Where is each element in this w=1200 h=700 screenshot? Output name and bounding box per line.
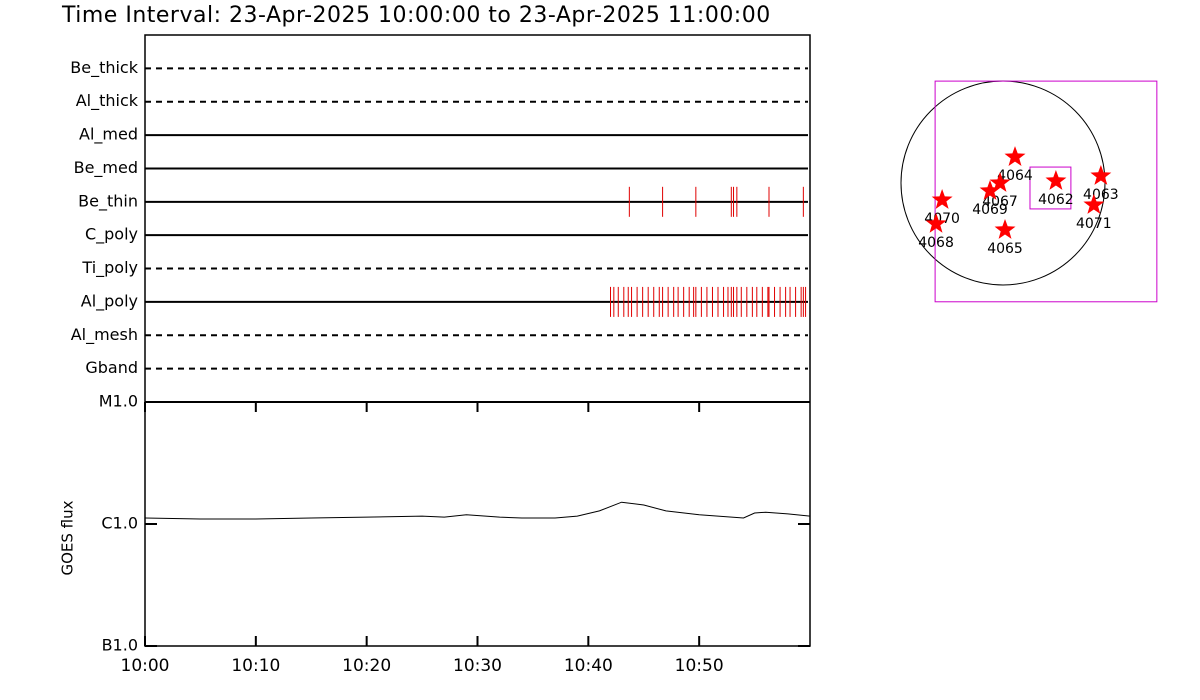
row-label: Al_poly — [81, 291, 138, 311]
row-label: Be_thin — [78, 191, 138, 211]
region-marker — [989, 172, 1011, 192]
region-label: 4068 — [918, 235, 954, 251]
row-label: Al_mesh — [71, 325, 138, 345]
region-marker — [1004, 146, 1026, 166]
x-tick-label: 10:30 — [453, 656, 502, 676]
region-marker — [994, 219, 1016, 239]
region-marker — [1090, 165, 1112, 185]
flux-line — [144, 501, 811, 520]
fov-box — [1029, 166, 1072, 210]
y-tick-label: C1.0 — [101, 514, 138, 533]
y-tick-label: B1.0 — [102, 636, 138, 655]
region-label: 4063 — [1083, 187, 1119, 203]
region-marker — [1045, 170, 1067, 190]
row-label: Be_med — [74, 158, 138, 178]
row-label: C_poly — [85, 225, 138, 245]
region-marker — [931, 189, 953, 209]
row-label: Al_thick — [76, 91, 139, 111]
region-marker — [979, 180, 1001, 200]
region-label: 4069 — [972, 202, 1008, 218]
x-tick-label: 10:10 — [231, 656, 280, 676]
x-tick-label: 10:00 — [121, 656, 170, 676]
y-axis-label: GOES flux — [59, 500, 77, 575]
region-marker — [1083, 194, 1105, 214]
row-label: Al_med — [79, 125, 138, 145]
x-tick-label: 10:20 — [342, 656, 391, 676]
fov-box — [934, 80, 1158, 303]
region-label: 4070 — [924, 211, 960, 227]
chart-title: Time Interval: 23-Apr-2025 10:00:00 to 2… — [61, 3, 771, 28]
row-label: Be_thick — [70, 58, 138, 78]
row-label: Ti_poly — [81, 258, 138, 278]
y-tick-label: M1.0 — [99, 392, 138, 411]
x-tick-label: 10:50 — [675, 656, 724, 676]
region-label: 4071 — [1076, 216, 1112, 232]
row-label: Gband — [85, 358, 138, 377]
region-marker — [925, 212, 947, 233]
region-label: 4067 — [982, 194, 1018, 210]
region-label: 4062 — [1038, 192, 1074, 208]
region-label: 4065 — [987, 241, 1023, 257]
x-tick-label: 10:40 — [564, 656, 613, 676]
